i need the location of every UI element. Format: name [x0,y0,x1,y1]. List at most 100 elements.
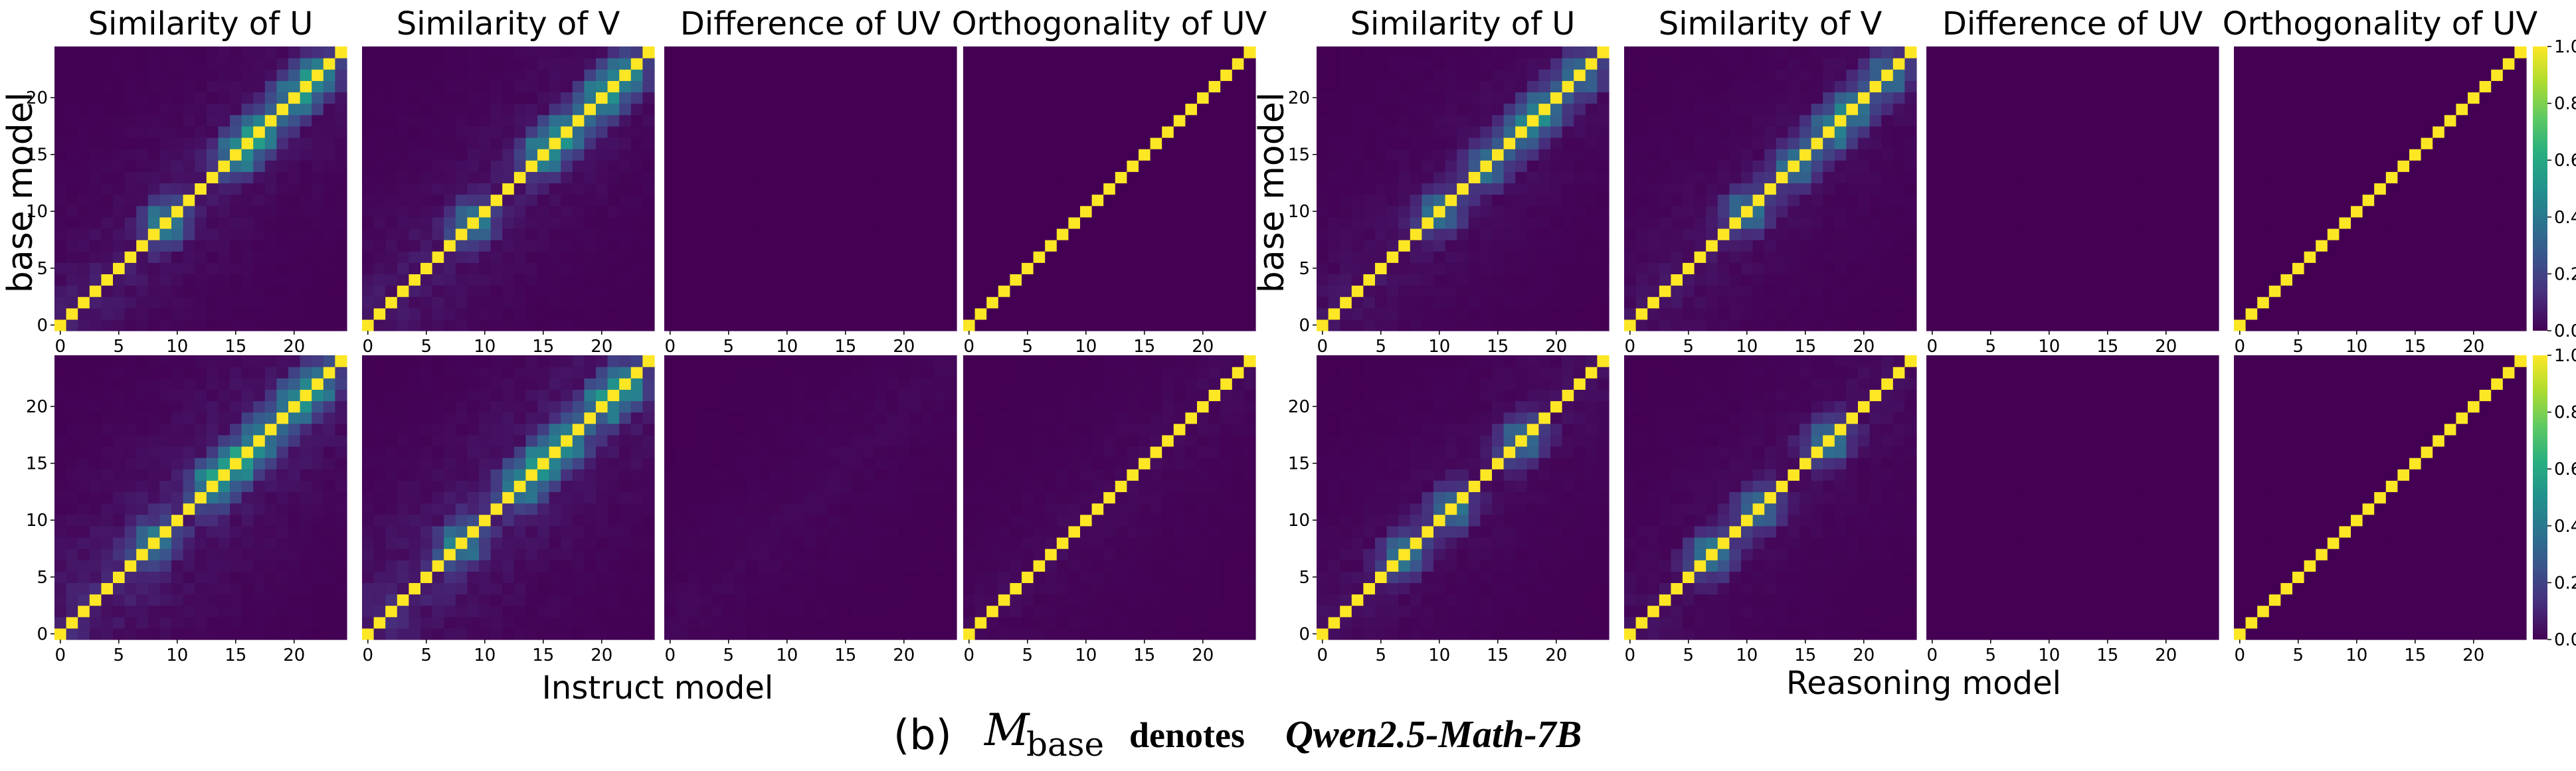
heatmap-cell [816,69,828,81]
heatmap-cell [1139,58,1151,70]
heatmap-cell [1162,319,1174,331]
heatmap-cell [998,114,1010,127]
heatmap-cell [898,285,911,298]
panel-title: Similarity of V [397,5,620,43]
heatmap-cell [1232,412,1244,424]
heatmap-cell [432,114,444,127]
heatmap-cell [490,514,503,527]
heatmap-cell [1068,183,1081,195]
heatmap-cell [373,355,386,367]
heatmap-cell [769,274,782,286]
heatmap-cell [89,378,102,390]
heatmap-cell [253,605,266,618]
heatmap-cell [804,355,817,367]
heatmap-cell [502,594,515,606]
heatmap-cell [253,537,266,549]
heatmap-cell [1220,137,1233,149]
heatmap-cell [502,412,515,424]
heatmap-cell [502,434,515,447]
heatmap-cell [159,92,172,104]
heatmap-cell [218,285,230,298]
heatmap-cell [195,582,207,595]
heatmap-cell [101,582,114,595]
heatmap-cell [746,103,759,116]
heatmap-cell [432,400,444,413]
heatmap-cell [455,605,468,618]
heatmap-cell [525,149,538,161]
heatmap-cell [420,80,433,93]
heatmap-cell [561,274,573,286]
heatmap-cell [300,149,312,161]
heatmap-cell [963,58,976,70]
heatmap-cell [300,114,312,127]
heatmap-cell [218,594,230,606]
heatmap-cell [1056,525,1069,538]
heatmap-cell [241,296,254,309]
heatmap-cell [300,525,312,538]
heatmap-cell [124,183,137,195]
heatmap-cell [561,400,573,413]
heatmap-cell [444,525,456,538]
heatmap-cell [874,594,887,606]
heatmap-cell [1243,514,1256,527]
heatmap-cell [1127,69,1139,81]
heatmap-cell [828,525,840,538]
heatmap-cell [1232,446,1244,458]
heatmap-cell [253,126,266,138]
heatmap-cell [816,296,828,309]
heatmap-cell [1115,480,1127,493]
heatmap-cell [933,69,945,81]
heatmap-cell [218,469,230,481]
heatmap-cell [1220,251,1233,263]
heatmap-cell [549,582,561,595]
heatmap-cell [723,400,735,413]
heatmap-cell [792,296,805,309]
heatmap-cell [963,205,976,218]
heatmap-cell [1220,228,1233,240]
heatmap-cell [323,137,335,149]
heatmap-cell [874,480,887,493]
heatmap-cell [537,80,550,93]
heatmap-cell [561,525,573,538]
heatmap-cell [218,616,230,629]
heatmap-cell [549,525,561,538]
heatmap-cell [323,378,335,390]
heatmap-cell [1127,571,1139,583]
heatmap-cell [1056,423,1069,436]
heatmap-cell [159,205,172,218]
heatmap-cell [1162,92,1174,104]
heatmap-cell [781,46,794,58]
heatmap-cell [1220,58,1233,70]
heatmap-cell [195,514,207,527]
heatmap-cell [444,480,456,493]
heatmap-cell [688,514,700,527]
heatmap-cell [898,537,911,549]
heatmap-cell [664,216,677,229]
heatmap-cell [572,378,585,390]
heatmap-cell [455,319,468,331]
heatmap-cell [974,92,987,104]
heatmap-cell [1127,80,1139,93]
heatmap-cell [945,285,957,298]
heatmap-cell [113,137,126,149]
heatmap-cell [241,525,254,538]
heatmap-cell [1010,491,1022,504]
heatmap-cell [1045,296,1058,309]
heatmap-cell [851,58,864,70]
heatmap-cell [385,446,398,458]
heatmap-cell [385,412,398,424]
heatmap-cell [323,307,335,320]
heatmap-cell [276,378,289,390]
heatmap-cell [1173,240,1186,252]
heatmap-cell [1103,183,1116,195]
heatmap-cell [840,103,852,116]
heatmap-cell [420,274,433,286]
heatmap-cell [1208,160,1221,172]
heatmap-cell [642,423,655,436]
heatmap-cell [874,491,887,504]
heatmap-cell [1033,549,1046,560]
heatmap-cell [537,594,550,606]
heatmap-cell [206,160,219,172]
heatmap-cell [898,434,911,447]
heatmap-cell [147,469,160,481]
